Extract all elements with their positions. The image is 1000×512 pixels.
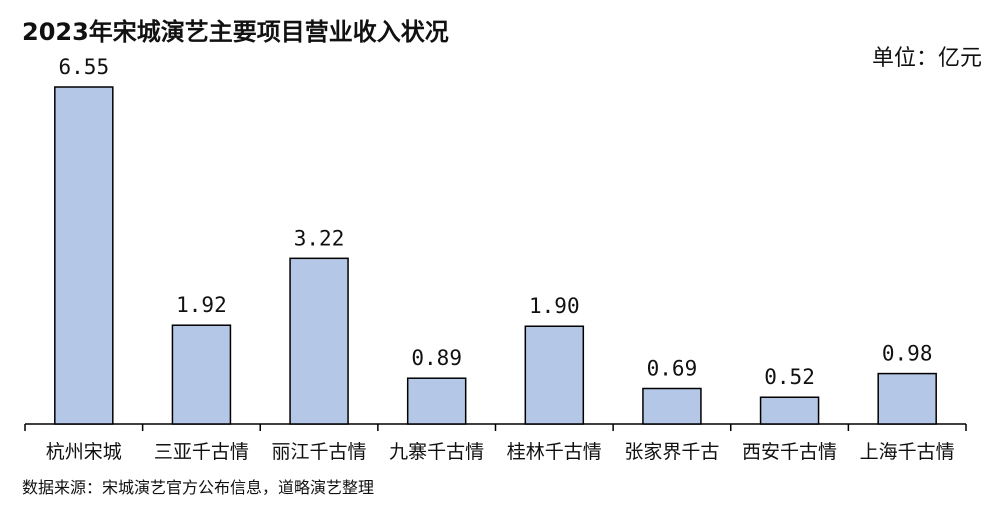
data-label: 0.69 bbox=[647, 356, 698, 380]
category-label: 九寨千古情 bbox=[389, 441, 484, 463]
value-labels-group: 6.55 1.92 3.22 0.89 1.90 0.69 0.52 0.98 bbox=[59, 55, 933, 389]
bar bbox=[524, 325, 585, 425]
bar bbox=[406, 377, 467, 425]
category-label: 西安千古情 bbox=[742, 441, 837, 463]
category-label: 张家界千古 bbox=[624, 441, 719, 463]
bars-group bbox=[54, 86, 937, 425]
data-label: 1.92 bbox=[176, 293, 227, 317]
data-label: 0.98 bbox=[882, 342, 933, 366]
data-label: 0.89 bbox=[411, 346, 462, 370]
chart-title: 2023年宋城演艺主要项目营业收入状况 bbox=[22, 18, 449, 46]
category-label: 杭州宋城 bbox=[46, 441, 122, 463]
bar bbox=[171, 324, 232, 425]
bar bbox=[289, 257, 349, 425]
bar bbox=[54, 86, 114, 425]
category-label: 桂林千古情 bbox=[507, 441, 602, 463]
data-label: 6.55 bbox=[59, 55, 110, 79]
data-label: 3.22 bbox=[294, 226, 345, 250]
category-label: 三亚千古情 bbox=[154, 441, 249, 463]
ticks-group bbox=[24, 424, 967, 431]
category-label: 丽江千古情 bbox=[272, 441, 367, 463]
bar bbox=[642, 387, 702, 425]
unit-label: 单位：亿元 bbox=[871, 46, 982, 71]
category-labels-group: 杭州宋城 三亚千古情 丽江千古情 九寨千古情 桂林千古情 张家界千古 西安千古情 上海千古情 bbox=[46, 441, 955, 463]
bar bbox=[877, 372, 937, 425]
data-label: 1.90 bbox=[529, 294, 580, 318]
bar bbox=[759, 396, 820, 425]
source-note: 数据来源：宋城演艺官方公布信息，道略演艺整理 bbox=[22, 478, 375, 497]
category-label: 上海千古情 bbox=[860, 441, 955, 463]
data-label: 0.52 bbox=[764, 365, 815, 389]
